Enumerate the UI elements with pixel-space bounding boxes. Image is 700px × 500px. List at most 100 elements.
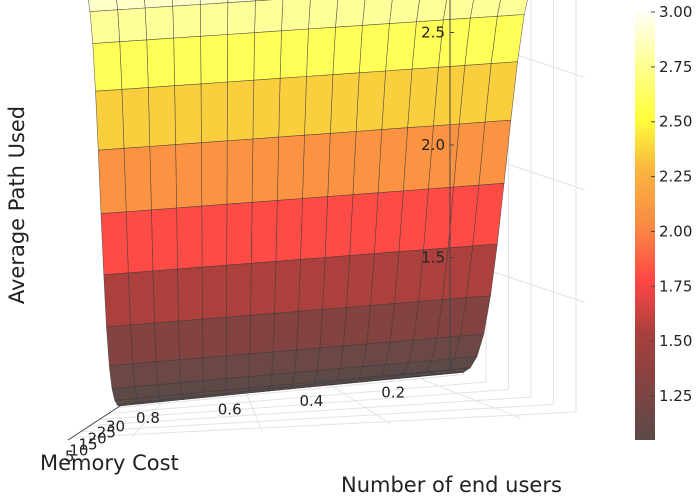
x-tick-label: 0.8 <box>136 409 160 427</box>
surface-cell <box>389 0 420 24</box>
surface-cell <box>108 363 136 390</box>
surface-cell <box>327 131 357 197</box>
y-axis-label: Number of end users <box>341 473 562 497</box>
surface-cell <box>201 140 228 207</box>
floor-gridline <box>327 382 392 425</box>
x-tick-label: 0.4 <box>300 392 324 410</box>
surface-cell <box>362 0 393 26</box>
colorbar-tick-label: 2.00 <box>659 222 692 240</box>
surface-cell <box>302 133 331 199</box>
surface-cell <box>253 30 282 81</box>
surface-cell <box>200 34 228 85</box>
colorbar-ticks: 1.25 1.50 1.75 2.00 2.25 2.50 2.75 3.00 <box>651 3 692 405</box>
surface-cell <box>398 188 429 253</box>
surface-cell <box>177 266 203 322</box>
surface-cell <box>106 324 134 367</box>
surface-cell <box>278 76 307 138</box>
surface-cell <box>146 37 175 88</box>
floor-gridline <box>408 373 521 419</box>
surface-cell <box>339 343 368 369</box>
surface-cell <box>225 314 251 357</box>
surface-cell <box>254 0 284 34</box>
surface-cell <box>296 309 323 351</box>
floor-gridline <box>245 391 263 431</box>
surface-cell <box>381 68 413 130</box>
surface-cell <box>178 318 204 361</box>
surface-cell <box>324 194 354 258</box>
surface-layer <box>88 0 528 407</box>
surface-cell <box>496 0 528 17</box>
surface-cell <box>111 386 138 401</box>
surface-cell <box>155 359 181 386</box>
surface-cell <box>97 147 127 215</box>
surface-cell <box>370 251 400 306</box>
surface-cell <box>276 134 305 201</box>
x-tick-label: 0.2 <box>381 383 405 401</box>
z-tick-label: 1.5 <box>421 249 445 267</box>
surface-cell <box>202 378 227 393</box>
surface-cell <box>358 23 390 74</box>
surface-cell <box>199 2 229 37</box>
surface-cell <box>248 351 274 377</box>
surface-cell <box>123 146 152 213</box>
colorbar-tick-label: 2.50 <box>659 113 692 131</box>
surface-cell <box>329 72 360 134</box>
surface-cell <box>226 138 254 205</box>
surface-cell <box>201 203 228 268</box>
surface-cell <box>416 0 447 23</box>
surface-cell <box>89 9 121 44</box>
surface-cell <box>249 313 275 355</box>
surface-cell <box>346 253 375 308</box>
surface-cell <box>433 65 466 127</box>
surface-cell <box>308 0 339 30</box>
surface-cell <box>274 259 301 314</box>
surface-cell <box>394 249 424 304</box>
surface-cell <box>306 26 336 77</box>
surface-cell <box>252 77 281 140</box>
surface-cell <box>154 320 180 363</box>
axis-line <box>67 403 124 441</box>
floor-gridline <box>108 381 487 415</box>
surface-cell <box>355 70 386 132</box>
surface-cell <box>202 355 227 381</box>
surface-cell <box>342 305 371 347</box>
colorbar-tick-label: 2.25 <box>659 168 692 186</box>
surface-cell <box>373 190 404 254</box>
surface-cell <box>352 129 383 196</box>
surface-cell <box>127 270 155 326</box>
surface-cell <box>377 127 408 194</box>
surface-cell <box>202 316 227 359</box>
x-axis-label: Memory Cost <box>40 451 179 475</box>
floor-gridline <box>89 396 532 427</box>
surface-cell <box>250 200 278 264</box>
surface-cell <box>132 361 158 388</box>
surface-cell <box>144 5 175 41</box>
surface-cell <box>275 198 303 262</box>
surface-cell <box>119 39 149 90</box>
y-tick-label: 30 <box>106 418 125 436</box>
surface-cell <box>100 211 129 276</box>
surface-cell <box>227 32 255 83</box>
surface-cell <box>130 322 157 365</box>
surface-cell <box>117 7 148 43</box>
axis-line <box>122 369 451 405</box>
colorbar-tick-label: 2.75 <box>659 58 692 76</box>
surface-cell <box>200 81 228 144</box>
surface-cell <box>272 311 299 353</box>
surface-cell <box>294 347 321 373</box>
z-tick-label: 2.5 <box>421 24 445 42</box>
surface-cell <box>316 345 344 371</box>
colorbar-gradient <box>635 12 655 440</box>
colorbar-tick-label: 1.75 <box>659 277 692 295</box>
surface-cell <box>179 357 204 384</box>
surface-cell <box>407 66 439 129</box>
y-tick-label: 5 <box>65 448 75 466</box>
surface-cell <box>103 272 131 328</box>
surface-cell <box>95 89 125 151</box>
surface-cell <box>322 255 351 310</box>
y-tick-label: 10 <box>69 442 88 460</box>
surface-cell <box>226 79 255 142</box>
surface-cell <box>349 192 379 256</box>
